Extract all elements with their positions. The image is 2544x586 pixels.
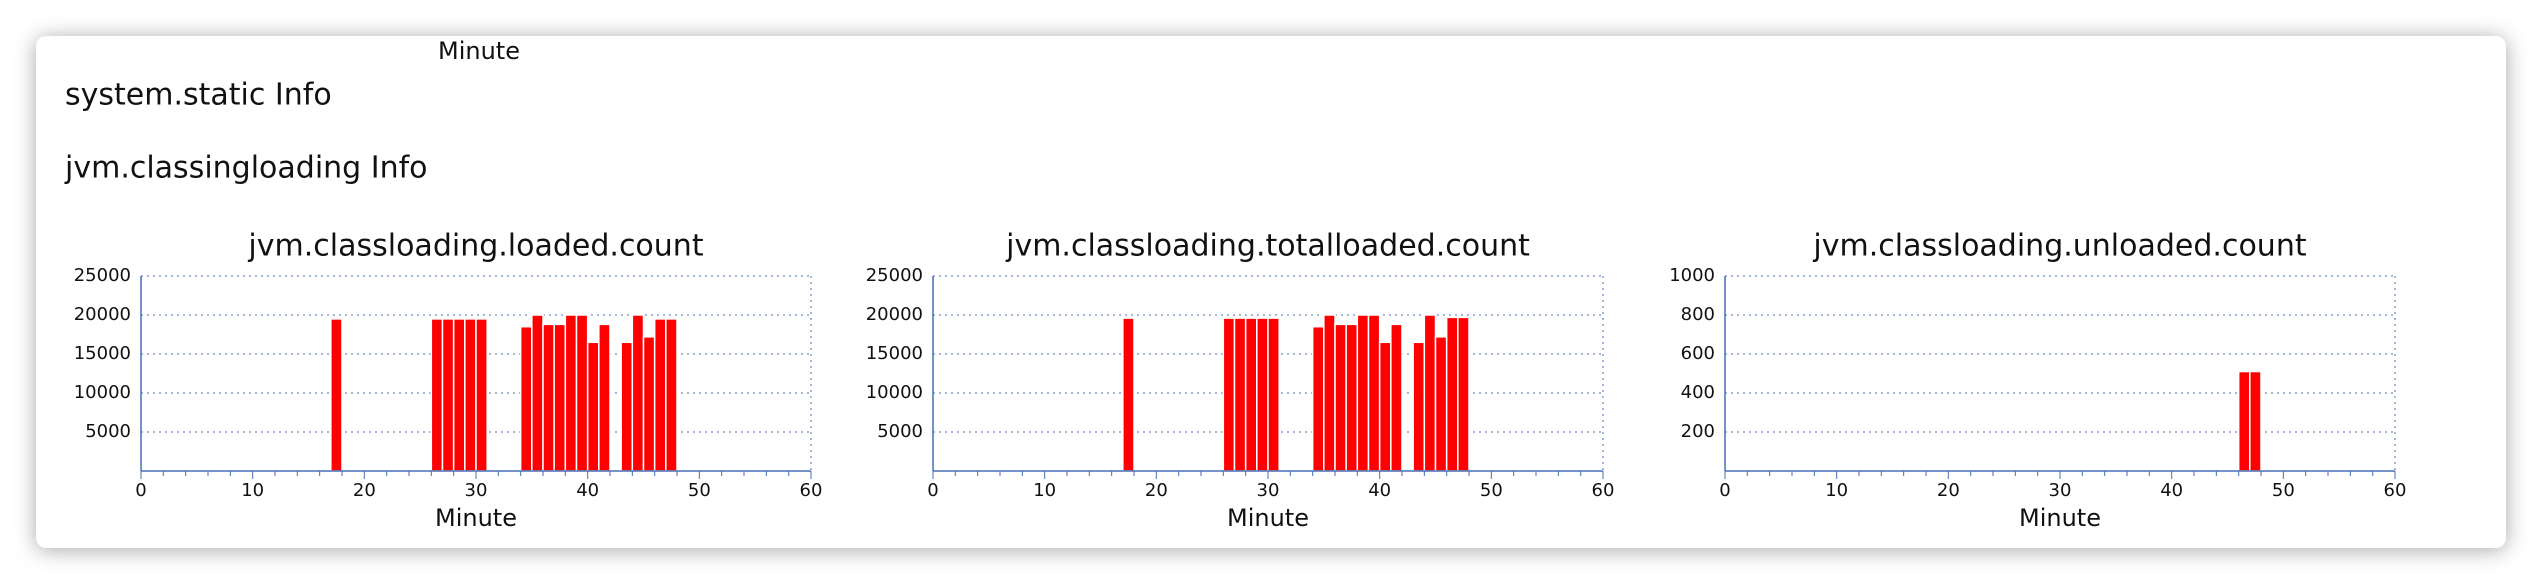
y-tick-label: 10000 bbox=[866, 382, 923, 403]
bar bbox=[586, 341, 600, 472]
bar bbox=[2237, 370, 2251, 472]
bar bbox=[564, 314, 578, 472]
bar bbox=[553, 323, 567, 472]
chart-title: jvm.classloading.loaded.count bbox=[247, 229, 703, 264]
x-tick-label: 60 bbox=[1592, 480, 1615, 501]
x-tick-label: 0 bbox=[927, 480, 938, 501]
x-tick-label: 20 bbox=[1145, 480, 1168, 501]
x-axis-label: Minute bbox=[2019, 504, 2101, 532]
bar bbox=[1356, 314, 1370, 472]
bar bbox=[1334, 323, 1347, 472]
chart-title: jvm.classloading.totalloaded.count bbox=[1005, 229, 1530, 264]
bar bbox=[1412, 341, 1426, 472]
bar bbox=[1367, 314, 1381, 472]
x-tick-label: 60 bbox=[800, 480, 823, 501]
x-tick-label: 0 bbox=[135, 480, 146, 501]
y-tick-label: 600 bbox=[1681, 343, 1715, 364]
bar bbox=[665, 318, 678, 472]
bar bbox=[1378, 341, 1392, 472]
x-tick-label: 20 bbox=[1937, 480, 1960, 501]
bar bbox=[542, 323, 555, 472]
x-axis-label: Minute bbox=[435, 504, 517, 532]
y-tick-label: 1000 bbox=[1669, 265, 1715, 286]
bar bbox=[575, 314, 589, 472]
bar bbox=[430, 318, 444, 472]
bar bbox=[1390, 323, 1403, 472]
bar bbox=[2249, 370, 2262, 472]
bar bbox=[1244, 317, 1258, 472]
x-tick-label: 20 bbox=[353, 480, 376, 501]
x-tick-label: 10 bbox=[241, 480, 264, 501]
bar bbox=[464, 318, 477, 472]
x-tick-label: 10 bbox=[1825, 480, 1848, 501]
bar bbox=[531, 314, 544, 472]
bar bbox=[642, 336, 656, 472]
y-tick-label: 5000 bbox=[85, 421, 131, 442]
bar bbox=[1445, 316, 1459, 472]
y-tick-label: 400 bbox=[1681, 382, 1715, 403]
bar bbox=[1222, 317, 1236, 472]
bar bbox=[1122, 317, 1135, 472]
bar bbox=[330, 318, 343, 472]
y-tick-label: 800 bbox=[1681, 304, 1715, 325]
y-tick-label: 15000 bbox=[866, 343, 923, 364]
bar bbox=[475, 318, 488, 472]
bar bbox=[1457, 316, 1470, 472]
x-tick-label: 30 bbox=[2049, 480, 2072, 501]
bar bbox=[620, 341, 634, 472]
bar bbox=[1423, 314, 1437, 472]
x-tick-label: 50 bbox=[2272, 480, 2295, 501]
x-tick-label: 40 bbox=[576, 480, 599, 501]
bar bbox=[1323, 314, 1336, 472]
y-tick-label: 10000 bbox=[74, 382, 131, 403]
section-title: system.static Info bbox=[65, 78, 332, 113]
y-tick-label: 5000 bbox=[877, 421, 923, 442]
bar bbox=[1434, 336, 1448, 472]
y-tick-label: 15000 bbox=[74, 343, 131, 364]
section-title: jvm.classingloading Info bbox=[64, 151, 428, 186]
bar bbox=[598, 323, 611, 472]
x-tick-label: 40 bbox=[2160, 480, 2183, 501]
x-tick-label: 40 bbox=[1368, 480, 1391, 501]
chart-title: jvm.classloading.unloaded.count bbox=[1812, 229, 2306, 264]
x-tick-label: 30 bbox=[1257, 480, 1280, 501]
y-tick-label: 20000 bbox=[74, 304, 131, 325]
bar bbox=[1256, 317, 1269, 472]
bar bbox=[653, 318, 667, 472]
x-tick-label: 30 bbox=[465, 480, 488, 501]
bar bbox=[452, 318, 466, 472]
x-tick-label: 0 bbox=[1719, 480, 1730, 501]
y-tick-label: 25000 bbox=[74, 265, 131, 286]
x-tick-label: 50 bbox=[688, 480, 711, 501]
y-tick-label: 20000 bbox=[866, 304, 923, 325]
x-axis-label: Minute bbox=[1227, 504, 1309, 532]
bar bbox=[631, 314, 645, 472]
stray-axis-label: Minute bbox=[438, 37, 520, 65]
bar bbox=[441, 318, 455, 472]
x-tick-label: 60 bbox=[2384, 480, 2407, 501]
bar bbox=[1267, 317, 1280, 472]
x-tick-label: 50 bbox=[1480, 480, 1503, 501]
y-tick-label: 200 bbox=[1681, 421, 1715, 442]
bar bbox=[1233, 317, 1247, 472]
x-tick-label: 10 bbox=[1033, 480, 1056, 501]
bar bbox=[1311, 325, 1325, 472]
bar bbox=[1345, 323, 1359, 472]
y-tick-label: 25000 bbox=[866, 265, 923, 286]
bar bbox=[519, 325, 533, 472]
